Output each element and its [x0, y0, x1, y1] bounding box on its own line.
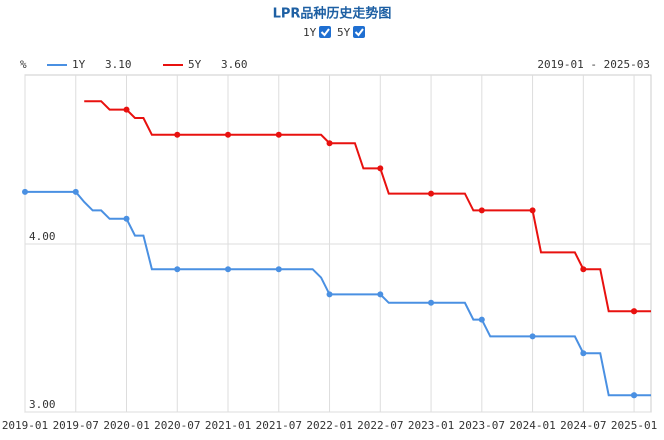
checkbox-check	[354, 28, 364, 37]
data-point	[326, 140, 333, 147]
data-point	[275, 131, 282, 138]
series-line	[84, 100, 651, 313]
series-line	[25, 190, 651, 397]
checkbox-check	[320, 28, 330, 37]
x-tick-label: 2022-07	[357, 419, 403, 432]
x-tick-label: 2024-07	[560, 419, 606, 432]
data-point	[22, 188, 28, 195]
data-point	[377, 165, 384, 172]
legend-label: 1Y	[72, 58, 86, 71]
data-point	[326, 291, 333, 298]
data-point	[225, 266, 232, 273]
x-tick-label: 2023-07	[459, 419, 505, 432]
x-tick-label: 2020-07	[154, 419, 200, 432]
x-tick-label: 2025-01	[611, 419, 657, 432]
data-point	[478, 207, 485, 214]
x-tick-label: 2019-01	[2, 419, 48, 432]
data-point	[428, 190, 435, 197]
series-checkbox[interactable]	[353, 26, 365, 38]
data-point	[580, 350, 587, 357]
data-point	[72, 188, 79, 195]
data-point	[123, 106, 130, 113]
checkbox-box	[353, 26, 365, 38]
x-tick-label: 2020-01	[103, 419, 149, 432]
data-point	[428, 299, 435, 306]
checkbox-box	[319, 26, 331, 38]
date-range: 2019-01 - 2025-03	[537, 58, 650, 71]
chart-title: LPR品种历史走势图	[273, 6, 392, 22]
series-toggles: 1Y 5Y	[303, 26, 365, 39]
y-unit: %	[20, 58, 27, 71]
legend-value: 3.60	[221, 58, 248, 71]
x-tick-label: 2022-01	[306, 419, 352, 432]
y-tick-label: 3.00	[29, 398, 56, 411]
data-point	[529, 207, 536, 214]
legend-value: 3.10	[105, 58, 132, 71]
data-point	[225, 131, 232, 138]
data-point	[275, 266, 282, 273]
data-point	[174, 131, 181, 138]
data-point	[631, 308, 637, 315]
toggle-label: 1Y	[303, 26, 317, 39]
data-point	[123, 215, 130, 222]
data-point	[631, 392, 637, 399]
x-tick-label: 2024-01	[509, 419, 555, 432]
toggle-label: 5Y	[337, 26, 351, 39]
data-point	[377, 291, 384, 298]
data-point	[529, 333, 536, 340]
x-tick-label: 2021-01	[205, 419, 251, 432]
x-tick-label: 2023-01	[408, 419, 454, 432]
y-tick-label: 4.00	[29, 230, 56, 243]
x-tick-label: 2019-07	[53, 419, 99, 432]
x-tick-label: 2021-07	[256, 419, 302, 432]
data-point	[580, 266, 587, 273]
series-checkbox[interactable]	[319, 26, 331, 38]
data-point	[478, 316, 485, 323]
data-point	[174, 266, 181, 273]
legend-label: 5Y	[188, 58, 202, 71]
